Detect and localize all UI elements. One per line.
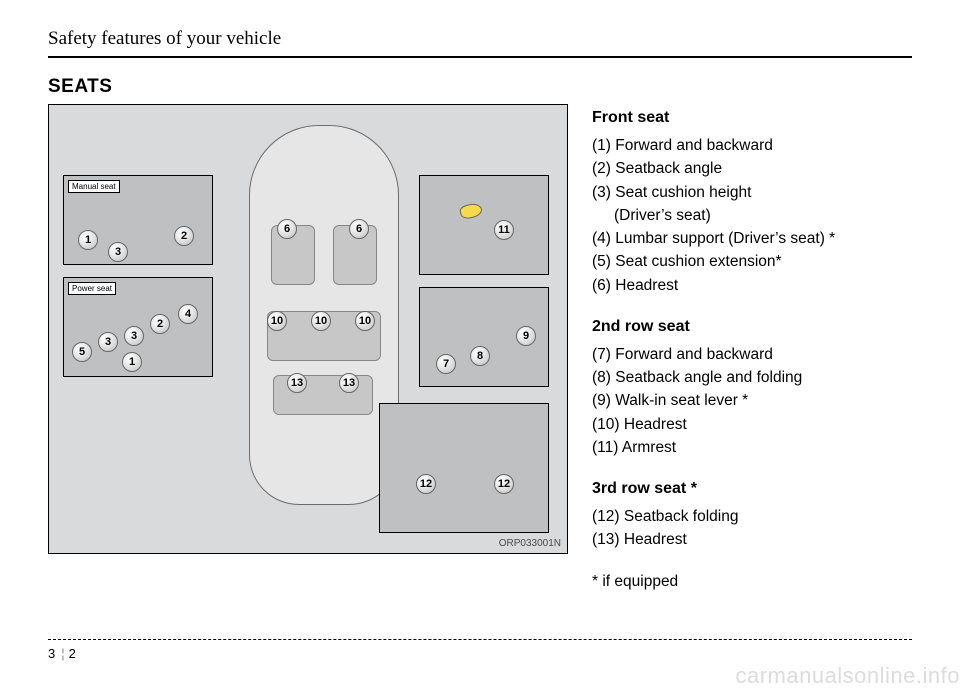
callout-12b: 12 [494,474,514,494]
page-footer: 3 ¦ 2 [0,639,960,661]
front-item-3-sub: (Driver’s seat) [592,204,835,227]
callout-10a: 10 [267,311,287,331]
callout-10c: 10 [355,311,375,331]
page-numbers: 3 ¦ 2 [48,646,912,661]
content-row: 6 6 10 10 10 13 13 Manual seat 1 2 3 Pow… [48,104,912,593]
second-item-1: (7) Forward and backward [592,343,835,366]
third-row-group: 3rd row seat * (12) Seatback folding (13… [592,477,835,552]
inset-manual-seat: Manual seat 1 2 3 [63,175,213,265]
callout-3: 3 [108,242,128,262]
front-item-1: (1) Forward and backward [592,134,835,157]
inset-second-row: 7 8 9 [419,287,549,387]
third-item-2: (13) Headrest [592,528,835,551]
page-number: 2 [69,646,76,661]
callout-5: 5 [72,342,92,362]
watermark: carmanualsonline.info [735,663,960,689]
callout-4: 4 [178,304,198,324]
callout-p3b: 3 [124,326,144,346]
inset-armrest: 11 [419,175,549,275]
second-row-group: 2nd row seat (7) Forward and backward (8… [592,315,835,459]
inset-label-power: Power seat [68,282,116,295]
callout-7: 7 [436,354,456,374]
callout-p1: 1 [122,352,142,372]
footnote: * if equipped [592,570,835,593]
fold-arrow-icon [459,201,484,220]
third-row-heading: 3rd row seat * [592,477,835,501]
second-row-heading: 2nd row seat [592,315,835,339]
inset-label-manual: Manual seat [68,180,120,193]
second-item-2: (8) Seatback angle and folding [592,366,835,389]
callout-6a: 6 [277,219,297,239]
chapter-number: 3 [48,646,55,661]
callout-6b: 6 [349,219,369,239]
front-item-3: (3) Seat cushion height [592,181,835,204]
section-header: Safety features of your vehicle [48,28,912,54]
callout-p3a: 3 [98,332,118,352]
front-item-5: (5) Seat cushion extension* [592,250,835,273]
front-item-2: (2) Seatback angle [592,157,835,180]
page-title: SEATS [48,76,912,98]
callout-12a: 12 [416,474,436,494]
footer-rule [48,639,912,640]
third-item-1: (12) Seatback folding [592,505,835,528]
header-rule [48,56,912,58]
inset-power-seat: Power seat 5 3 3 1 2 4 [63,277,213,377]
second-item-3: (9) Walk-in seat lever * [592,389,835,412]
callout-13b: 13 [339,373,359,393]
callout-8: 8 [470,346,490,366]
text-column: Front seat (1) Forward and backward (2) … [592,104,835,593]
second-item-5: (11) Armrest [592,436,835,459]
callout-9: 9 [516,326,536,346]
callout-1: 1 [78,230,98,250]
callout-13a: 13 [287,373,307,393]
front-seat-heading: Front seat [592,106,835,130]
seat-diagram: 6 6 10 10 10 13 13 Manual seat 1 2 3 Pow… [48,104,568,554]
page-separator: ¦ [61,646,62,661]
callout-10b: 10 [311,311,331,331]
front-seat-group: Front seat (1) Forward and backward (2) … [592,106,835,297]
callout-p2: 2 [150,314,170,334]
inset-third-row: 12 12 [379,403,549,533]
front-item-4: (4) Lumbar support (Driver’s seat) * [592,227,835,250]
image-code: ORP033001N [499,538,561,549]
front-item-6: (6) Headrest [592,274,835,297]
callout-11: 11 [494,220,514,240]
second-item-4: (10) Headrest [592,413,835,436]
callout-2: 2 [174,226,194,246]
